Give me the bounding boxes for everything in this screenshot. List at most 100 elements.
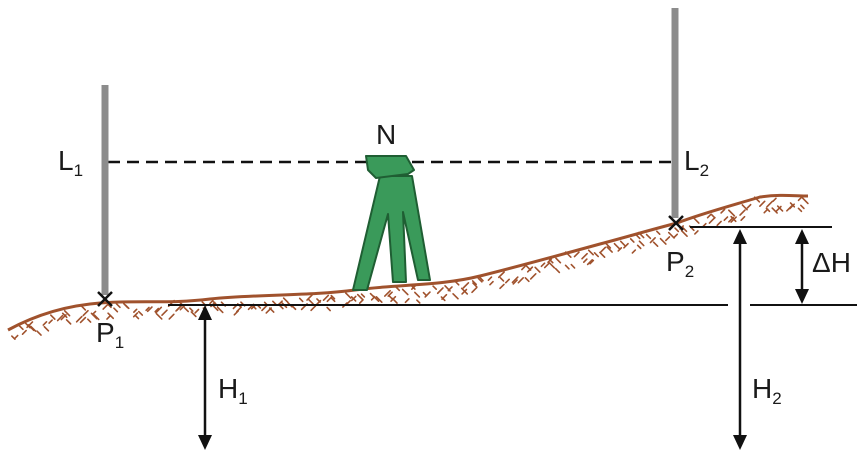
terrain-hatch-mark <box>636 244 642 250</box>
terrain-hatch-mark <box>79 316 87 324</box>
terrain-hatch-mark <box>209 299 214 305</box>
terrain-hatch-mark <box>797 195 804 202</box>
terrain-hatch-mark <box>146 306 153 313</box>
terrain-hatch-mark <box>623 242 629 249</box>
terrain-hatch-mark <box>115 302 121 309</box>
terrain-hatch-mark <box>322 294 330 301</box>
terrain-hatch-mark <box>521 265 526 271</box>
terrain-hatch-mark <box>534 266 541 273</box>
terrain-hatch-mark <box>789 202 796 208</box>
terrain-hatch-mark <box>581 252 588 260</box>
terrain-hatch-mark <box>155 312 163 320</box>
delta-h-label: ΔH <box>812 247 851 278</box>
terrain-hatch-mark <box>740 215 746 221</box>
terrain-hatch-mark <box>529 273 537 280</box>
terrain-hatch-mark <box>384 289 391 297</box>
terrain-hatch-mark <box>190 311 197 318</box>
terrain-hatch-mark <box>573 251 580 258</box>
terrain-hatch-mark <box>665 236 671 242</box>
terrain-hatch-mark <box>236 306 243 313</box>
terrain-hatch-mark <box>797 207 803 213</box>
terrain-hatch-mark <box>360 293 366 298</box>
terrain-hatch-mark <box>372 295 380 302</box>
terrain-hatch-mark <box>680 229 688 237</box>
terrain-hatch-mark <box>708 216 716 224</box>
terrain-hatch-mark <box>634 233 641 240</box>
terrain-hatch-mark <box>145 306 150 312</box>
terrain-hatch-mark <box>512 279 518 285</box>
terrain-hatch-mark <box>326 306 331 312</box>
level-instrument <box>352 155 431 291</box>
terrain-hatch-mark <box>21 329 27 335</box>
terrain <box>7 193 809 340</box>
terrain-hatch-mark <box>638 240 645 247</box>
terrain-hatch-mark <box>656 230 661 235</box>
terrain-hatch-mark <box>582 258 588 263</box>
terrain-hatch-mark <box>499 277 505 282</box>
terrain-hatch-mark <box>298 297 304 303</box>
terrain-hatch-mark <box>36 330 42 336</box>
terrain-hatch-mark <box>589 259 595 265</box>
terrain-hatch-mark <box>189 307 194 312</box>
terrain-hatch-mark <box>447 286 453 292</box>
terrain-hatch-mark <box>462 282 470 289</box>
terrain-hatch-mark <box>564 251 572 258</box>
terrain-hatch-mark <box>345 299 351 306</box>
point-marker-p1 <box>97 291 113 307</box>
terrain-hatch-mark <box>694 230 699 235</box>
terrain-hatch-mark <box>613 242 621 250</box>
terrain-hatch-mark <box>477 277 483 283</box>
terrain-hatch-mark <box>472 282 478 288</box>
terrain-hatch-mark <box>30 325 37 332</box>
terrain-hatch-mark <box>599 251 606 258</box>
terrain-hatch-mark <box>350 296 357 302</box>
terrain-hatch-mark <box>775 205 782 213</box>
terrain-hatch-mark <box>75 315 83 323</box>
terrain-hatch-mark <box>401 288 409 296</box>
terrain-hatch-mark <box>649 237 656 244</box>
point-marker-p2 <box>668 215 684 231</box>
terrain-hatch-mark <box>316 298 321 303</box>
terrain-hatch-mark <box>175 304 183 312</box>
terrain-hatch-mark <box>424 291 431 298</box>
terrain-hatch-mark <box>766 200 774 208</box>
terrain-hatch-mark <box>411 283 418 290</box>
terrain-hatch-mark <box>107 303 112 309</box>
terrain-hatch-mark <box>454 280 460 286</box>
terrain-hatch-mark <box>43 325 50 332</box>
terrain-hatch-mark <box>505 278 510 284</box>
terrain-hatch-mark <box>629 238 635 243</box>
terrain-hatch-mark <box>637 231 645 239</box>
terrain-hatch-mark <box>123 302 129 309</box>
terrain-hatch-mark <box>631 249 637 254</box>
terrain-hatch-mark <box>497 271 505 279</box>
terrain-hatch-mark <box>404 298 410 304</box>
terrain-hatch-mark <box>216 306 224 314</box>
terrain-hatch-mark <box>375 295 383 304</box>
terrain-hatch-mark <box>356 293 364 301</box>
terrain-hatch-mark <box>369 292 375 298</box>
terrain-hatch-mark <box>540 262 546 268</box>
terrain-hatch-mark <box>90 312 98 320</box>
terrain-hatch-mark <box>154 307 160 313</box>
terrain-hatch-mark <box>42 321 48 326</box>
terrain-hatch-mark <box>102 303 109 310</box>
staff-left-label: L1 <box>58 145 83 180</box>
terrain-hatch-mark <box>730 215 737 223</box>
terrain-hatch-mark <box>330 294 336 300</box>
terrain-hatch-mark <box>477 275 484 282</box>
terrain-hatch-mark <box>282 297 289 303</box>
terrain-hatch-mark <box>554 267 561 274</box>
terrain-hatch-mark <box>107 312 115 320</box>
terrain-hatch-mark <box>310 305 317 312</box>
terrain-hatch-mark <box>720 208 726 214</box>
terrain-hatch-mark <box>133 308 138 313</box>
terrain-hatch-mark <box>65 319 72 325</box>
terrain-hatch-mark <box>471 286 478 294</box>
terrain-hatch-mark <box>268 307 275 313</box>
terrain-hatch-mark <box>604 242 612 249</box>
terrain-hatch-mark <box>548 258 554 264</box>
terrain-hatch-mark <box>619 240 626 247</box>
terrain-hatch-mark <box>652 241 659 248</box>
terrain-hatch-mark <box>137 310 144 316</box>
